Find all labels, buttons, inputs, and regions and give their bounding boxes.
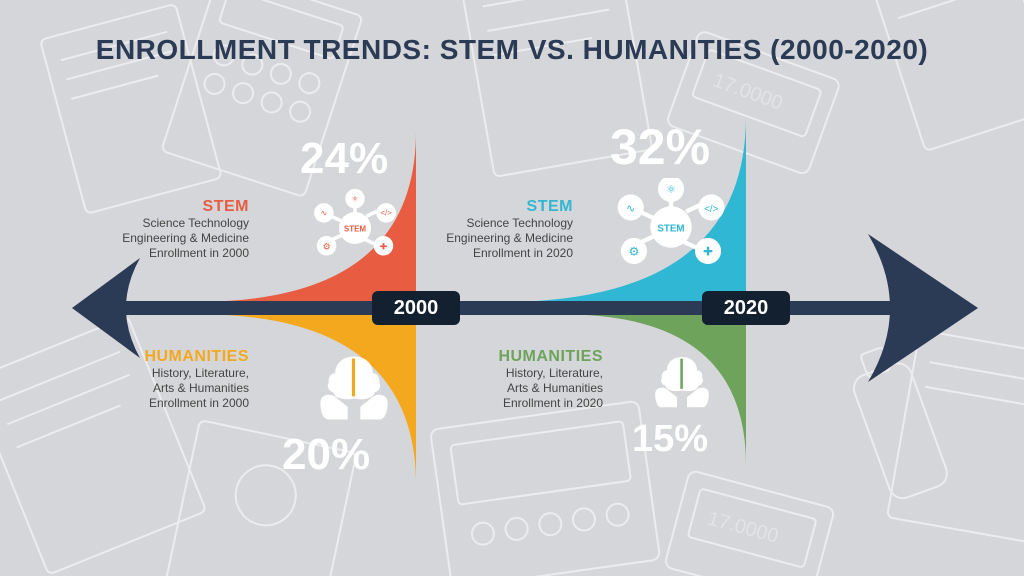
infographic-canvas: 17.0000 17.0000 ENROLLMENT TRENDS: STEM …: [0, 0, 1024, 576]
year-pill-2000: 2000: [372, 291, 460, 325]
timeline-arrow: [0, 0, 1024, 576]
year-pill-2020: 2020: [702, 291, 790, 325]
